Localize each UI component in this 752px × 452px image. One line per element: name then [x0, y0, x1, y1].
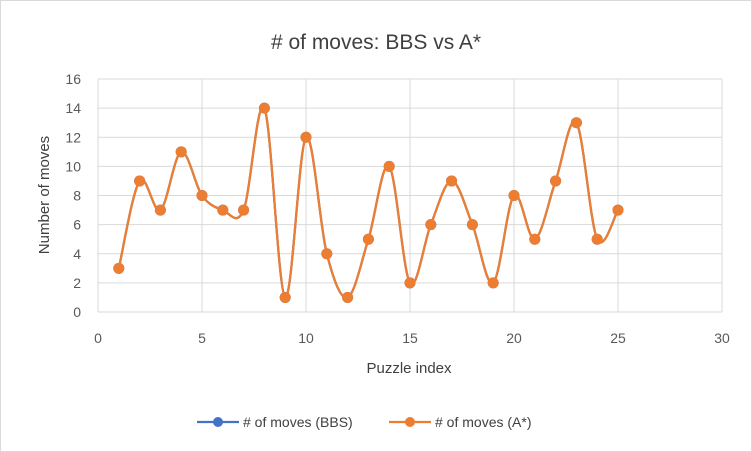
data-point — [113, 262, 125, 274]
y-axis-title: Number of moves — [36, 136, 53, 254]
data-point — [175, 146, 187, 158]
x-tick-label: 5 — [198, 330, 206, 346]
x-axis-title: Puzzle index — [366, 360, 452, 377]
series-line — [117, 105, 619, 299]
legend-label: # of moves (A*) — [435, 414, 531, 430]
legend: # of moves (BBS) # of moves (A*) — [197, 414, 531, 430]
y-tick-label: 12 — [65, 129, 81, 145]
data-point — [529, 233, 541, 245]
data-point — [425, 219, 437, 231]
y-tick-label: 16 — [65, 71, 81, 87]
y-tick-label: 8 — [73, 188, 81, 204]
x-tick-label: 25 — [610, 330, 626, 346]
y-tick-label: 2 — [73, 275, 81, 291]
legend-item-1: # of moves (BBS) — [197, 414, 353, 430]
series-layer — [113, 102, 624, 303]
legend-item-2: # of moves (A*) — [389, 414, 531, 430]
data-point — [487, 277, 499, 289]
grid-layer — [97, 78, 723, 313]
data-point — [612, 204, 624, 216]
y-tick-label: 4 — [73, 246, 81, 262]
data-point — [238, 204, 250, 216]
data-point — [217, 204, 229, 216]
x-tick-label: 15 — [402, 330, 418, 346]
x-tick-label: 0 — [94, 330, 102, 346]
data-point — [196, 190, 208, 201]
data-point — [508, 190, 520, 201]
data-point — [321, 248, 333, 260]
x-tick-label: 30 — [714, 330, 730, 346]
data-point — [300, 131, 312, 143]
data-point — [570, 117, 582, 129]
data-point — [279, 291, 291, 303]
x-tick-label: 20 — [506, 330, 522, 346]
series-2 — [113, 102, 624, 303]
data-point — [591, 233, 603, 245]
data-point — [342, 291, 354, 303]
tick-layer: 0 2 4 6 8 10 12 14 16 0 5 10 15 20 25 30 — [65, 71, 730, 346]
data-point — [383, 160, 395, 172]
y-tick-label: 14 — [65, 100, 81, 116]
legend-label: # of moves (BBS) — [243, 414, 353, 430]
data-point — [134, 175, 146, 187]
data-point — [446, 175, 458, 187]
legend-marker — [213, 417, 223, 427]
series-line — [117, 105, 619, 299]
series-1 — [113, 102, 624, 303]
chart-title: # of moves: BBS vs A* — [271, 31, 481, 54]
data-point — [258, 102, 270, 114]
data-point — [362, 233, 374, 245]
data-point — [466, 219, 478, 231]
data-point — [154, 204, 166, 216]
y-tick-label: 0 — [73, 304, 81, 320]
y-tick-label: 6 — [73, 217, 81, 233]
data-point — [404, 277, 416, 289]
x-tick-label: 10 — [298, 330, 314, 346]
data-point — [550, 175, 562, 187]
legend-marker — [405, 417, 415, 427]
y-tick-label: 10 — [65, 158, 81, 174]
